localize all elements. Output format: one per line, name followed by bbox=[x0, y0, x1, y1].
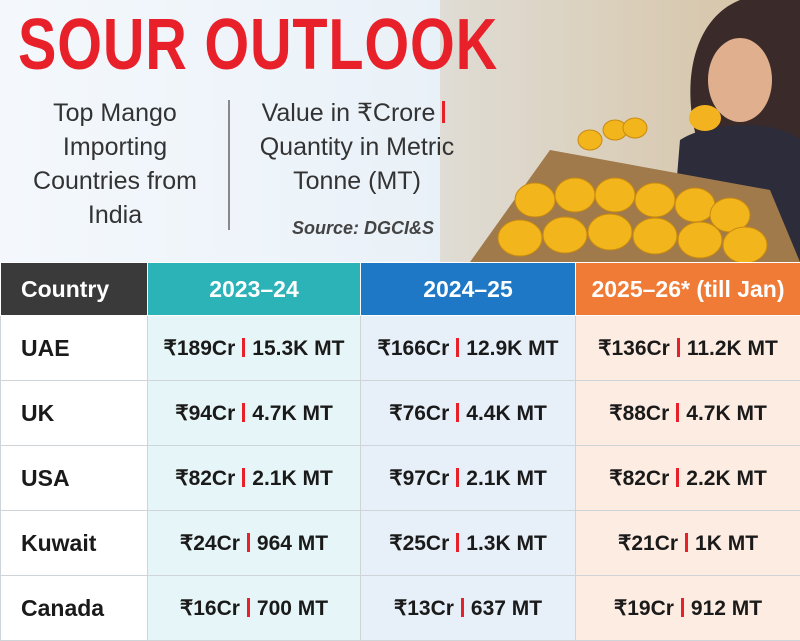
unit-value: Value in ₹Crore bbox=[262, 99, 436, 127]
data-cell: ₹13Cr 637 MT bbox=[361, 576, 576, 641]
country-cell: UAE bbox=[1, 316, 148, 381]
separator bbox=[456, 468, 459, 487]
separator bbox=[247, 598, 250, 617]
table-row: Canada ₹16Cr 700 MT ₹13Cr 637 MT ₹19Cr 912 MT bbox=[1, 576, 800, 641]
data-cell: ₹97Cr 2.1K MT bbox=[361, 446, 576, 511]
quantity-text: 637 MT bbox=[471, 597, 542, 620]
country-cell: USA bbox=[1, 446, 148, 511]
quantity-text: 964 MT bbox=[257, 532, 328, 555]
value-text: ₹13Cr bbox=[394, 597, 454, 620]
value-text: ₹94Cr bbox=[175, 402, 235, 425]
separator bbox=[681, 598, 684, 617]
quantity-text: 1K MT bbox=[695, 532, 758, 555]
data-cell: ₹82Cr 2.2K MT bbox=[576, 446, 800, 511]
separator bbox=[242, 403, 245, 422]
separator bbox=[242, 338, 245, 357]
description: Top Mango Importing Countries from India bbox=[12, 96, 218, 232]
table-row: UK ₹94Cr 4.7K MT ₹76Cr 4.4K MT ₹88Cr 4.7K MT bbox=[1, 381, 800, 446]
quantity-text: 2.1K MT bbox=[252, 467, 333, 490]
data-cell: ₹136Cr 11.2K MT bbox=[576, 316, 800, 381]
data-cell: ₹189Cr 15.3K MT bbox=[148, 316, 361, 381]
separator bbox=[442, 101, 445, 124]
data-cell: ₹166Cr 12.9K MT bbox=[361, 316, 576, 381]
separator bbox=[242, 468, 245, 487]
table-row: USA ₹82Cr 2.1K MT ₹97Cr 2.1K MT ₹82Cr 2.2K MT bbox=[1, 446, 800, 511]
data-cell: ₹88Cr 4.7K MT bbox=[576, 381, 800, 446]
quantity-text: 4.4K MT bbox=[466, 402, 547, 425]
separator bbox=[247, 533, 250, 552]
separator bbox=[677, 338, 680, 357]
unit-quantity: Quantity in Metric Tonne (MT) bbox=[260, 133, 455, 195]
separator bbox=[685, 533, 688, 552]
value-text: ₹82Cr bbox=[175, 467, 235, 490]
value-text: ₹136Cr bbox=[598, 337, 670, 360]
divider bbox=[228, 100, 230, 230]
value-text: ₹19Cr bbox=[614, 597, 674, 620]
data-cell: ₹94Cr 4.7K MT bbox=[148, 381, 361, 446]
value-text: ₹76Cr bbox=[389, 402, 449, 425]
data-cell: ₹21Cr 1K MT bbox=[576, 511, 800, 576]
column-header: 2024–25 bbox=[361, 263, 576, 316]
quantity-text: 4.7K MT bbox=[686, 402, 767, 425]
quantity-text: 2.2K MT bbox=[686, 467, 767, 490]
data-cell: ₹25Cr 1.3K MT bbox=[361, 511, 576, 576]
quantity-text: 11.2K MT bbox=[687, 337, 778, 360]
title: SOUR OUTLOOK bbox=[18, 4, 498, 86]
column-header: 2023–24 bbox=[148, 263, 361, 316]
mango-held bbox=[689, 105, 721, 131]
country-cell: Kuwait bbox=[1, 511, 148, 576]
value-text: ₹82Cr bbox=[609, 467, 669, 490]
quantity-text: 912 MT bbox=[691, 597, 762, 620]
quantity-text: 2.1K MT bbox=[466, 467, 547, 490]
table-row: Kuwait ₹24Cr 964 MT ₹25Cr 1.3K MT ₹21Cr 1K MT bbox=[1, 511, 800, 576]
value-text: ₹21Cr bbox=[618, 532, 678, 555]
value-text: ₹25Cr bbox=[389, 532, 449, 555]
value-text: ₹189Cr bbox=[164, 337, 236, 360]
table-row: UAE ₹189Cr 15.3K MT ₹166Cr 12.9K MT ₹136Cr 11.… bbox=[1, 316, 800, 381]
data-cell: ₹82Cr 2.1K MT bbox=[148, 446, 361, 511]
value-text: ₹16Cr bbox=[180, 597, 240, 620]
separator bbox=[676, 403, 679, 422]
face bbox=[708, 38, 772, 122]
header: SOUR OUTLOOK Top Mango Importing Countri… bbox=[0, 0, 800, 262]
data-cell: ₹24Cr 964 MT bbox=[148, 511, 361, 576]
column-header: 2025–26* (till Jan) bbox=[576, 263, 800, 316]
country-cell: UK bbox=[1, 381, 148, 446]
table-body: UAE ₹189Cr 15.3K MT ₹166Cr 12.9K MT ₹136Cr 11.… bbox=[1, 316, 800, 641]
separator bbox=[461, 598, 464, 617]
separator bbox=[456, 338, 459, 357]
quantity-text: 4.7K MT bbox=[252, 402, 333, 425]
separator bbox=[456, 403, 459, 422]
data-cell: ₹16Cr 700 MT bbox=[148, 576, 361, 641]
source: Source: DGCI&S bbox=[292, 218, 434, 239]
value-text: ₹166Cr bbox=[378, 337, 450, 360]
country-cell: Canada bbox=[1, 576, 148, 641]
quantity-text: 12.9K MT bbox=[466, 337, 558, 360]
quantity-text: 700 MT bbox=[257, 597, 328, 620]
separator bbox=[676, 468, 679, 487]
value-text: ₹24Cr bbox=[180, 532, 240, 555]
value-text: ₹97Cr bbox=[389, 467, 449, 490]
column-header: Country bbox=[1, 263, 148, 316]
quantity-text: 1.3K MT bbox=[466, 532, 547, 555]
data-cell: ₹76Cr 4.4K MT bbox=[361, 381, 576, 446]
data-cell: ₹19Cr 912 MT bbox=[576, 576, 800, 641]
quantity-text: 15.3K MT bbox=[252, 337, 344, 360]
separator bbox=[456, 533, 459, 552]
units: Value in ₹Crore Quantity in Metric Tonne … bbox=[244, 96, 470, 198]
value-text: ₹88Cr bbox=[609, 402, 669, 425]
